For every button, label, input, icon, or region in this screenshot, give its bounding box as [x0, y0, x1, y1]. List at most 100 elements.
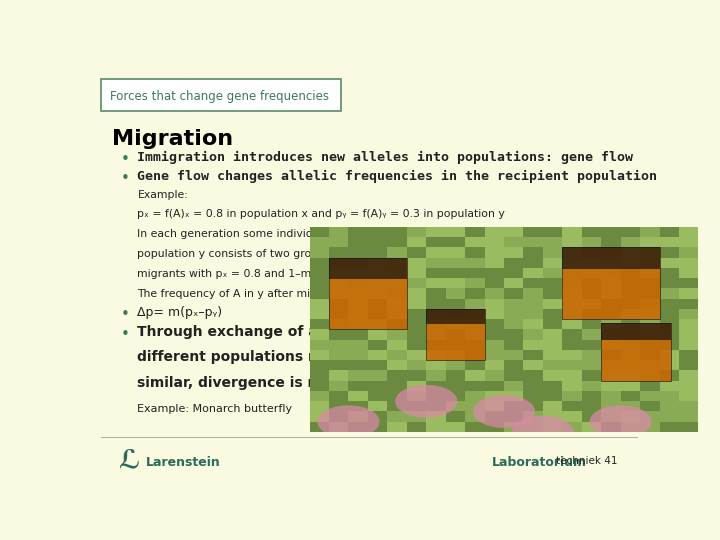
Bar — [679, 288, 698, 299]
Bar — [679, 237, 698, 247]
Bar — [523, 391, 543, 401]
Bar — [679, 329, 698, 340]
Bar — [504, 360, 523, 370]
Bar — [504, 381, 523, 391]
Bar — [640, 411, 660, 422]
Bar — [485, 319, 504, 329]
Bar — [504, 340, 523, 350]
Bar — [601, 329, 621, 340]
Bar — [348, 278, 368, 288]
Bar — [582, 370, 601, 381]
Bar — [348, 370, 368, 381]
Bar — [426, 422, 446, 432]
Bar — [640, 329, 660, 340]
Bar — [621, 391, 640, 401]
Bar — [504, 309, 523, 319]
Bar — [485, 258, 504, 268]
Bar — [523, 340, 543, 350]
Bar — [523, 227, 543, 237]
Bar — [368, 288, 387, 299]
Bar — [348, 360, 368, 370]
Bar — [465, 247, 485, 258]
Bar — [368, 329, 387, 340]
Bar — [348, 340, 368, 350]
Bar — [504, 350, 523, 360]
Bar — [621, 340, 640, 350]
Bar — [387, 329, 407, 340]
Bar — [660, 411, 679, 422]
Bar — [679, 370, 698, 381]
Bar — [485, 329, 504, 340]
Bar — [329, 401, 348, 411]
Bar — [348, 350, 368, 360]
Bar — [660, 227, 679, 237]
Bar — [387, 288, 407, 299]
Text: Laboratorium: Laboratorium — [492, 456, 587, 469]
Bar — [310, 381, 329, 391]
Bar — [348, 227, 368, 237]
Text: different populations remain: different populations remain — [138, 350, 363, 365]
Bar — [621, 319, 640, 329]
Bar — [368, 309, 387, 319]
Bar — [310, 350, 329, 360]
Bar — [601, 309, 621, 319]
Bar — [523, 381, 543, 391]
Bar — [446, 350, 465, 360]
Text: Immigration introduces new alleles into populations: gene flow: Immigration introduces new alleles into … — [138, 151, 634, 164]
Bar — [582, 278, 601, 288]
Bar — [329, 227, 348, 237]
Bar — [329, 329, 348, 340]
Bar — [485, 401, 504, 411]
Bar — [329, 422, 348, 432]
Bar — [446, 319, 465, 329]
Bar — [640, 247, 660, 258]
Bar — [426, 309, 446, 319]
Text: •: • — [121, 171, 130, 186]
Bar — [562, 350, 582, 360]
Bar — [679, 340, 698, 350]
Bar — [426, 227, 446, 237]
Bar — [660, 370, 679, 381]
Bar — [679, 247, 698, 258]
Bar — [621, 360, 640, 370]
Bar — [387, 401, 407, 411]
Bar — [407, 340, 426, 350]
Bar — [329, 370, 348, 381]
Bar — [465, 360, 485, 370]
Bar — [310, 258, 329, 268]
Bar — [660, 350, 679, 360]
Bar — [562, 288, 582, 299]
Bar — [348, 247, 368, 258]
Bar — [446, 309, 465, 319]
Bar — [348, 329, 368, 340]
Bar — [582, 288, 601, 299]
Text: Example:: Example: — [138, 190, 189, 200]
Bar — [660, 268, 679, 278]
Bar — [329, 258, 348, 268]
Bar — [640, 227, 660, 237]
Bar — [621, 288, 640, 299]
Bar — [485, 411, 504, 422]
Bar — [679, 391, 698, 401]
Bar — [660, 360, 679, 370]
Bar — [407, 258, 426, 268]
Bar — [543, 370, 562, 381]
Bar — [465, 391, 485, 401]
Bar — [310, 370, 329, 381]
Bar — [465, 288, 485, 299]
Bar — [543, 350, 562, 360]
Bar — [679, 278, 698, 288]
Bar — [485, 288, 504, 299]
Bar — [582, 340, 601, 350]
Bar — [562, 329, 582, 340]
Bar — [329, 268, 348, 278]
Bar — [582, 319, 601, 329]
Bar — [504, 268, 523, 278]
Bar — [446, 340, 465, 350]
Text: similar, divergence is reduced: similar, divergence is reduced — [138, 376, 372, 390]
Bar — [601, 422, 621, 432]
Bar — [407, 350, 426, 360]
Bar — [543, 391, 562, 401]
Bar — [679, 360, 698, 370]
Bar — [660, 247, 679, 258]
